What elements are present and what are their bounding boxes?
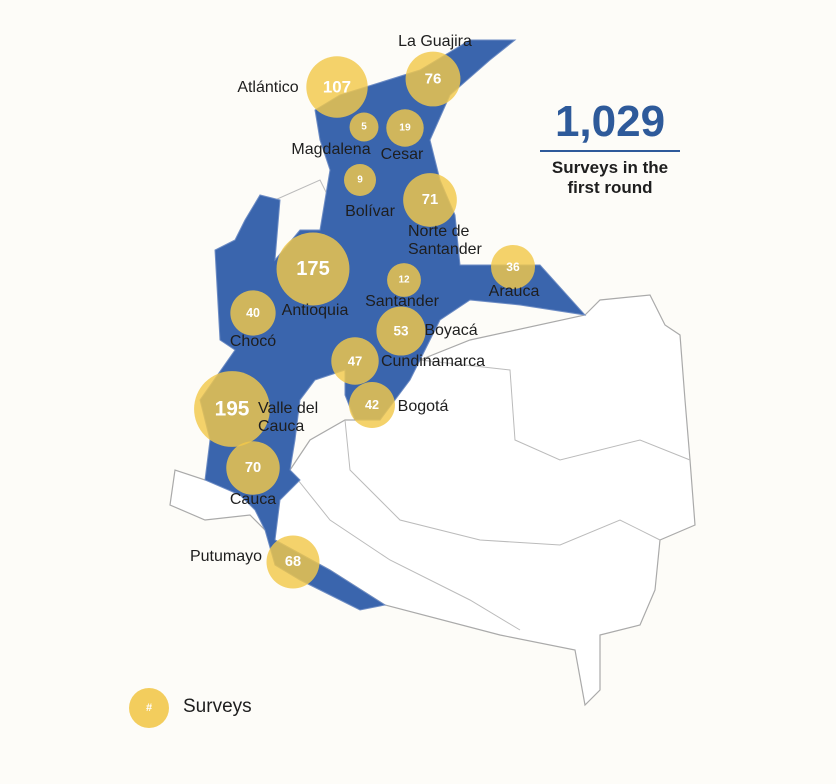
region-label: Magdalena: [291, 141, 371, 158]
survey-count: 76: [425, 71, 442, 88]
region-label: Cundinamarca: [380, 353, 486, 370]
survey-count: 36: [506, 260, 520, 274]
region-label: Valle del Cauca: [258, 400, 319, 435]
region-label: Chocó: [229, 333, 277, 350]
legend-symbol-text: #: [146, 702, 152, 714]
survey-count: 70: [245, 460, 261, 476]
region-label: Arauca: [488, 283, 540, 300]
survey-bubble: [230, 290, 276, 336]
survey-bubble: [386, 109, 424, 147]
survey-count: 40: [246, 306, 260, 320]
total-box: 1,029 Surveys in the first round: [540, 98, 680, 198]
survey-bubble: [276, 232, 350, 306]
region-label: Boyacá: [424, 322, 478, 339]
country-outline: [169, 294, 696, 707]
region-label: Cesar: [380, 146, 424, 163]
survey-bubble: [387, 263, 421, 297]
survey-bubble: [491, 245, 535, 289]
department-border: [419, 359, 691, 461]
survey-count: 53: [393, 324, 409, 339]
survey-bubble: [349, 112, 379, 142]
survey-count: 68: [285, 554, 301, 570]
department-border: [289, 469, 521, 631]
region-label: Cauca: [229, 491, 277, 508]
region-label: La Guajira: [398, 33, 472, 50]
survey-count: 12: [398, 275, 410, 286]
survey-count: 175: [296, 258, 329, 280]
survey-count: 9: [357, 175, 363, 186]
region-label: Antioquia: [281, 302, 349, 319]
region-label: Norte de Santander: [408, 223, 482, 258]
survey-count: 107: [323, 78, 351, 97]
survey-count: 195: [215, 398, 250, 421]
region-label: Bolívar: [345, 203, 395, 220]
survey-bubble: [405, 51, 461, 107]
survey-bubble: [266, 535, 320, 589]
survey-count: 71: [422, 192, 438, 208]
legend-symbol: [129, 688, 169, 728]
region-label: Atlántico: [237, 79, 299, 96]
survey-bubble: [194, 371, 270, 447]
survey-bubble: [226, 441, 280, 495]
survey-bubble: [344, 164, 376, 196]
survey-count: 5: [361, 122, 367, 133]
region-label: Bogotá: [397, 398, 449, 415]
department-border: [344, 419, 661, 546]
survey-bubble: [376, 306, 426, 356]
survey-count: 47: [348, 354, 363, 369]
survey-count: 42: [365, 398, 379, 412]
survey-bubble: [306, 56, 368, 118]
total-value: 1,029: [540, 98, 680, 152]
legend-label: Surveys: [183, 696, 252, 717]
region-label: Putumayo: [189, 548, 263, 565]
survey-count: 19: [399, 123, 411, 134]
bubbles: 76 107 5 19 9 71 36 175 12 40 53 47 42 195 70 68: [194, 51, 535, 589]
survey-bubble: [331, 337, 379, 385]
survey-bubble: [403, 173, 457, 227]
region-label: Santander: [365, 293, 439, 310]
survey-bubble: [349, 382, 395, 428]
total-caption: Surveys in the first round: [551, 158, 669, 197]
